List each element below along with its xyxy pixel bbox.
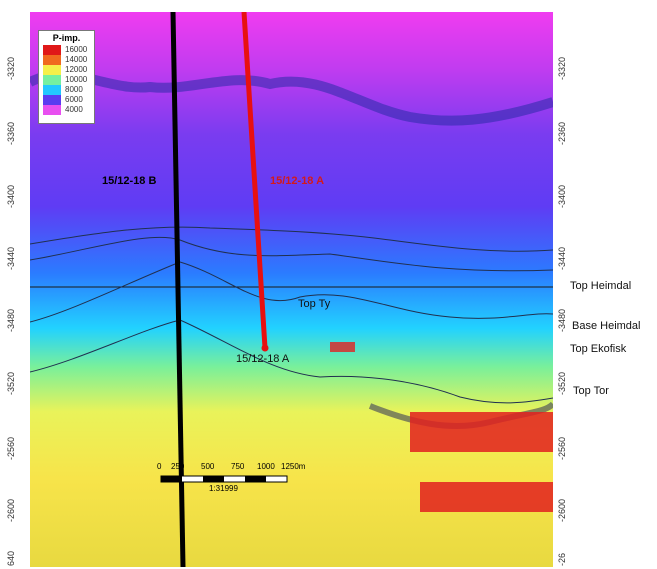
legend-item: 8000	[43, 85, 91, 95]
legend-item: 14000	[43, 55, 91, 65]
right-axis-tick: -26	[557, 552, 567, 566]
right-axis-tick: -2560	[557, 436, 567, 460]
right-axis-tick: -2600	[557, 498, 567, 522]
left-axis-tick: -3400	[6, 184, 16, 208]
legend-item: 10000	[43, 75, 91, 85]
left-axis-tick: -2600	[6, 498, 16, 522]
legend-label: 12000	[65, 65, 88, 74]
right-axis-tick: -3440	[557, 246, 567, 270]
legend-label: 4000	[65, 105, 83, 114]
legend-item: 6000	[43, 95, 91, 105]
well-label-a-bottom: 15/12-18 A	[236, 353, 290, 365]
horizon-label-top-tor: Top Tor	[573, 385, 609, 397]
right-axis-tick: -3480	[557, 308, 567, 332]
legend-label: 8000	[65, 85, 83, 94]
scale-tick-label: 0	[157, 462, 162, 471]
seismic-section	[30, 12, 553, 567]
legend-label: 6000	[65, 95, 83, 104]
well-b-trajectory	[170, 12, 186, 567]
horizon-label-base-heimdal: Base Heimdal	[572, 320, 641, 332]
scale-bar-graphic	[160, 475, 288, 483]
legend-swatch	[43, 105, 61, 115]
horizon-label-top-heimdal: Top Heimdal	[570, 280, 632, 292]
legend-swatch	[43, 65, 61, 75]
scale-tick-label: 750	[231, 462, 245, 471]
legend-swatch	[43, 45, 61, 55]
scale-tick-label: 250	[171, 462, 185, 471]
right-axis-tick: -3400	[557, 184, 567, 208]
legend-title: P-imp.	[52, 33, 81, 43]
legend-label: 10000	[65, 75, 88, 84]
left-axis-tick: -2560	[6, 436, 16, 460]
horizon-label-top-ty: Top Ty	[298, 298, 331, 310]
legend-label: 14000	[65, 55, 88, 64]
scale-tick-label: 1000	[257, 462, 275, 471]
legend-swatch	[43, 75, 61, 85]
right-axis-tick: -3320	[557, 56, 567, 80]
right-axis-tick: -2360	[557, 121, 567, 145]
scale-tick-label: 500	[201, 462, 215, 471]
left-axis-tick: -3360	[6, 121, 16, 145]
well-label-a-top: 15/12-18 A	[270, 175, 325, 187]
legend-label: 16000	[65, 45, 88, 54]
left-axis-tick: -3520	[6, 371, 16, 395]
scale-tick-label: 1250m	[281, 462, 306, 471]
horizon-label-top-ekofisk: Top Ekofisk	[570, 343, 627, 355]
horizon-overlay	[30, 12, 553, 567]
legend-item: 4000	[43, 105, 91, 115]
right-axis-tick: -3520	[557, 371, 567, 395]
scale-ratio: 1:31999	[209, 484, 238, 493]
left-axis-tick: -3440	[6, 246, 16, 270]
left-axis-tick: -3320	[6, 56, 16, 80]
legend-item: 16000	[43, 45, 91, 55]
scale-bar: 0 250 500 750 1000 1250m 1:31999	[157, 460, 307, 500]
legend-swatch	[43, 95, 61, 105]
impedance-legend: P-imp. 16000 14000 12000 10000 8000 6000…	[38, 30, 95, 124]
well-label-b: 15/12-18 B	[102, 175, 157, 187]
left-axis-tick: -3480	[6, 308, 16, 332]
legend-swatch	[43, 55, 61, 65]
well-a-trajectory	[241, 12, 268, 349]
left-axis-tick: 640	[6, 550, 16, 566]
legend-swatch	[43, 85, 61, 95]
legend-item: 12000	[43, 65, 91, 75]
